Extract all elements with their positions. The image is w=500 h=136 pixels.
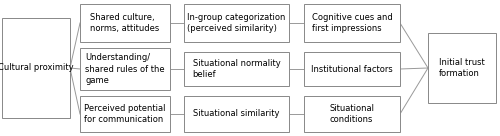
FancyBboxPatch shape bbox=[2, 18, 70, 118]
Text: Understanding/
shared rules of the
game: Understanding/ shared rules of the game bbox=[85, 53, 165, 85]
FancyBboxPatch shape bbox=[184, 52, 289, 86]
FancyBboxPatch shape bbox=[80, 96, 170, 132]
Text: Situational
conditions: Situational conditions bbox=[330, 104, 374, 124]
FancyBboxPatch shape bbox=[304, 52, 400, 86]
FancyBboxPatch shape bbox=[304, 4, 400, 42]
FancyBboxPatch shape bbox=[80, 4, 170, 42]
FancyBboxPatch shape bbox=[184, 4, 289, 42]
Text: Institutional factors: Institutional factors bbox=[311, 64, 393, 73]
Text: Situational similarity: Situational similarity bbox=[193, 109, 280, 118]
Text: Cognitive cues and
first impressions: Cognitive cues and first impressions bbox=[312, 13, 392, 33]
Text: Perceived potential
for communication: Perceived potential for communication bbox=[84, 104, 166, 124]
FancyBboxPatch shape bbox=[80, 48, 170, 90]
Text: In-group categorization
(perceived similarity): In-group categorization (perceived simil… bbox=[188, 13, 286, 33]
FancyBboxPatch shape bbox=[304, 96, 400, 132]
FancyBboxPatch shape bbox=[428, 33, 496, 103]
Text: Situational normality
belief: Situational normality belief bbox=[192, 59, 280, 79]
Text: Cultural proximity: Cultural proximity bbox=[0, 64, 74, 72]
FancyBboxPatch shape bbox=[184, 96, 289, 132]
Text: Initial trust
formation: Initial trust formation bbox=[439, 58, 485, 78]
Text: Shared culture,
norms, attitudes: Shared culture, norms, attitudes bbox=[90, 13, 160, 33]
